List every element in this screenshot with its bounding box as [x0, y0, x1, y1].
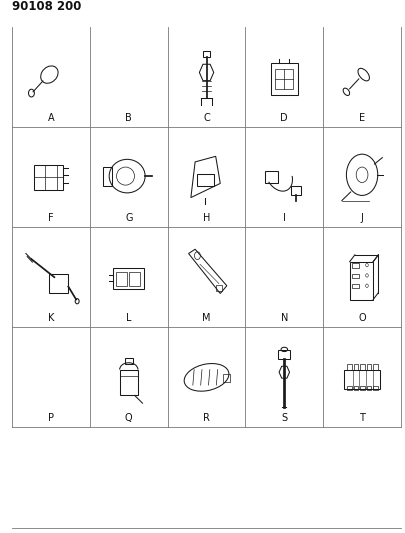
- Text: H: H: [203, 213, 210, 223]
- Text: I: I: [283, 213, 286, 223]
- Text: N: N: [281, 313, 288, 323]
- Bar: [130, 272, 140, 286]
- Bar: [116, 272, 127, 286]
- Bar: [350, 262, 373, 300]
- Text: C: C: [203, 112, 210, 123]
- Bar: [367, 386, 371, 390]
- Bar: [125, 359, 133, 365]
- Bar: [360, 386, 364, 390]
- Bar: [291, 185, 301, 195]
- Text: S: S: [281, 413, 288, 423]
- Text: D: D: [281, 112, 288, 123]
- Bar: [275, 69, 294, 89]
- Bar: [354, 386, 358, 390]
- Bar: [352, 263, 360, 268]
- Text: J: J: [360, 213, 364, 223]
- Bar: [223, 374, 230, 382]
- Text: F: F: [48, 213, 54, 223]
- Bar: [367, 365, 371, 369]
- Text: Q: Q: [125, 413, 132, 423]
- Text: K: K: [48, 313, 54, 323]
- Text: E: E: [359, 112, 365, 123]
- Bar: [202, 51, 211, 58]
- Bar: [347, 386, 352, 390]
- Bar: [102, 167, 113, 187]
- Text: T: T: [359, 413, 365, 423]
- Bar: [373, 365, 378, 369]
- Bar: [113, 268, 145, 289]
- Bar: [197, 174, 214, 187]
- Bar: [49, 274, 68, 294]
- Text: R: R: [203, 413, 210, 423]
- Bar: [344, 369, 380, 390]
- Text: A: A: [48, 112, 54, 123]
- Bar: [271, 62, 298, 95]
- Bar: [373, 386, 378, 390]
- Text: O: O: [358, 313, 366, 323]
- Bar: [352, 284, 360, 288]
- Text: P: P: [48, 413, 54, 423]
- Bar: [352, 274, 360, 278]
- Text: G: G: [125, 213, 132, 223]
- Text: B: B: [126, 112, 132, 123]
- Text: L: L: [126, 313, 132, 323]
- Text: 90108 200: 90108 200: [12, 1, 81, 13]
- Bar: [265, 172, 278, 183]
- Bar: [34, 165, 63, 190]
- Bar: [354, 365, 358, 369]
- Text: M: M: [202, 313, 211, 323]
- Bar: [216, 285, 222, 291]
- Bar: [119, 369, 138, 395]
- Bar: [278, 350, 290, 359]
- Bar: [360, 365, 364, 369]
- Bar: [347, 365, 352, 369]
